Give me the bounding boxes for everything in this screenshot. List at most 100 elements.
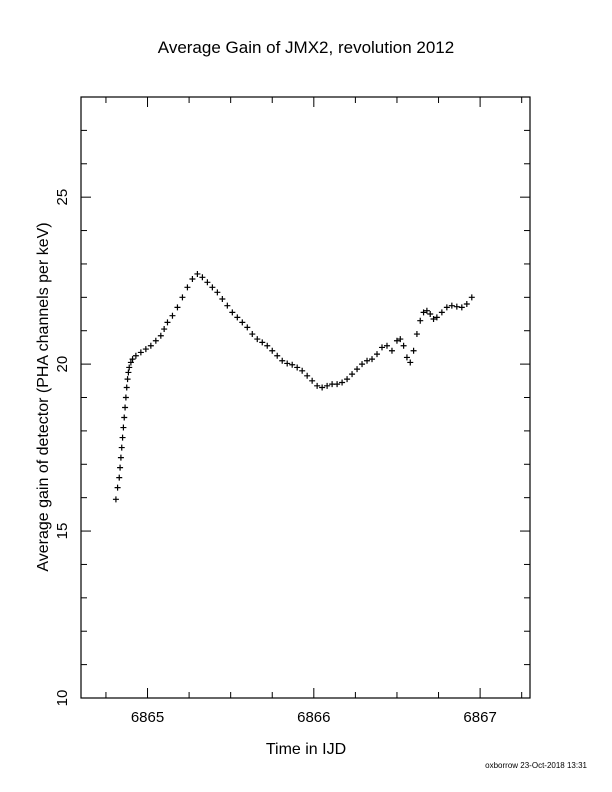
- data-point: [319, 384, 326, 391]
- x-tick-label: 6867: [463, 709, 496, 726]
- data-point: [309, 377, 316, 384]
- data-series: [112, 270, 475, 503]
- data-point: [369, 356, 376, 363]
- chart-title: Average Gain of JMX2, revolution 2012: [158, 38, 454, 57]
- data-point: [354, 366, 361, 373]
- data-point: [127, 359, 134, 366]
- x-tick-label: 6865: [131, 709, 164, 726]
- data-point: [189, 275, 196, 282]
- data-point: [433, 314, 440, 321]
- data-point: [239, 319, 246, 326]
- data-point: [120, 424, 127, 431]
- data-point: [254, 336, 261, 343]
- data-point: [209, 284, 216, 291]
- data-point: [117, 454, 124, 461]
- data-point: [448, 302, 455, 309]
- data-point: [132, 352, 139, 359]
- x-axis-label: Time in IJD: [266, 741, 346, 758]
- y-tick-label: 20: [54, 356, 71, 373]
- y-tick-label: 10: [54, 690, 71, 707]
- data-point: [284, 360, 291, 367]
- data-point: [244, 324, 251, 331]
- data-point: [417, 317, 424, 324]
- data-point: [118, 444, 125, 451]
- data-point: [289, 361, 296, 368]
- data-point: [403, 354, 410, 361]
- data-point: [126, 364, 133, 371]
- data-point: [344, 376, 351, 383]
- data-point: [388, 347, 395, 354]
- data-point: [219, 296, 226, 303]
- data-point: [299, 367, 306, 374]
- data-point: [349, 371, 356, 378]
- data-point: [112, 496, 119, 503]
- data-point: [152, 337, 159, 344]
- data-point: [364, 357, 371, 364]
- data-point: [423, 307, 430, 314]
- y-tick-label: 25: [54, 189, 71, 206]
- data-point: [413, 331, 420, 338]
- data-point: [279, 357, 286, 364]
- data-point: [410, 347, 417, 354]
- data-point: [174, 304, 181, 311]
- data-point: [259, 339, 266, 346]
- data-point: [123, 384, 130, 391]
- data-point: [359, 361, 366, 368]
- footer-timestamp: oxborrow 23-Oct-2018 13:31: [485, 761, 587, 770]
- data-point: [169, 312, 176, 319]
- axis-tick-labels: 6865 6866 6867 10 15 20 25: [54, 189, 497, 726]
- data-point: [116, 474, 123, 481]
- data-point: [443, 304, 450, 311]
- data-point: [164, 319, 171, 326]
- data-point: [121, 414, 128, 421]
- data-point: [157, 332, 164, 339]
- data-point: [224, 302, 231, 309]
- axis-ticks: [81, 96, 530, 699]
- data-point: [114, 484, 121, 491]
- data-point: [294, 364, 301, 371]
- data-point: [438, 309, 445, 316]
- data-point: [142, 346, 149, 353]
- data-point: [122, 394, 129, 401]
- data-point: [453, 303, 460, 310]
- data-point: [304, 372, 311, 379]
- data-point: [161, 326, 168, 333]
- data-point: [334, 381, 341, 388]
- data-point: [229, 309, 236, 316]
- data-point: [137, 349, 144, 356]
- data-point: [463, 301, 470, 308]
- data-point: [339, 379, 346, 386]
- data-point: [249, 331, 256, 338]
- data-point: [378, 344, 385, 351]
- y-tick-label: 15: [54, 523, 71, 540]
- data-point: [124, 376, 131, 383]
- data-point: [264, 342, 271, 349]
- data-point: [420, 309, 427, 316]
- data-point: [204, 279, 211, 286]
- data-point: [324, 382, 331, 389]
- data-point: [397, 336, 404, 343]
- data-point: [383, 342, 390, 349]
- data-point: [199, 274, 206, 281]
- data-point: [430, 316, 437, 323]
- data-point: [147, 342, 154, 349]
- data-point: [407, 359, 414, 366]
- data-point: [119, 434, 126, 441]
- data-point: [274, 352, 281, 359]
- data-point: [194, 270, 201, 277]
- plot-frame: [80, 96, 531, 699]
- data-point: [214, 289, 221, 296]
- data-point: [269, 347, 276, 354]
- data-point: [184, 284, 191, 291]
- x-tick-label: 6866: [297, 709, 330, 726]
- data-point: [179, 294, 186, 301]
- y-axis-label: Average gain of detector (PHA channels p…: [35, 222, 52, 571]
- data-point: [468, 294, 475, 301]
- data-point: [122, 404, 129, 411]
- data-point: [117, 464, 124, 471]
- data-point: [427, 311, 434, 318]
- data-point: [125, 369, 132, 376]
- data-point: [458, 304, 465, 311]
- data-point: [393, 337, 400, 344]
